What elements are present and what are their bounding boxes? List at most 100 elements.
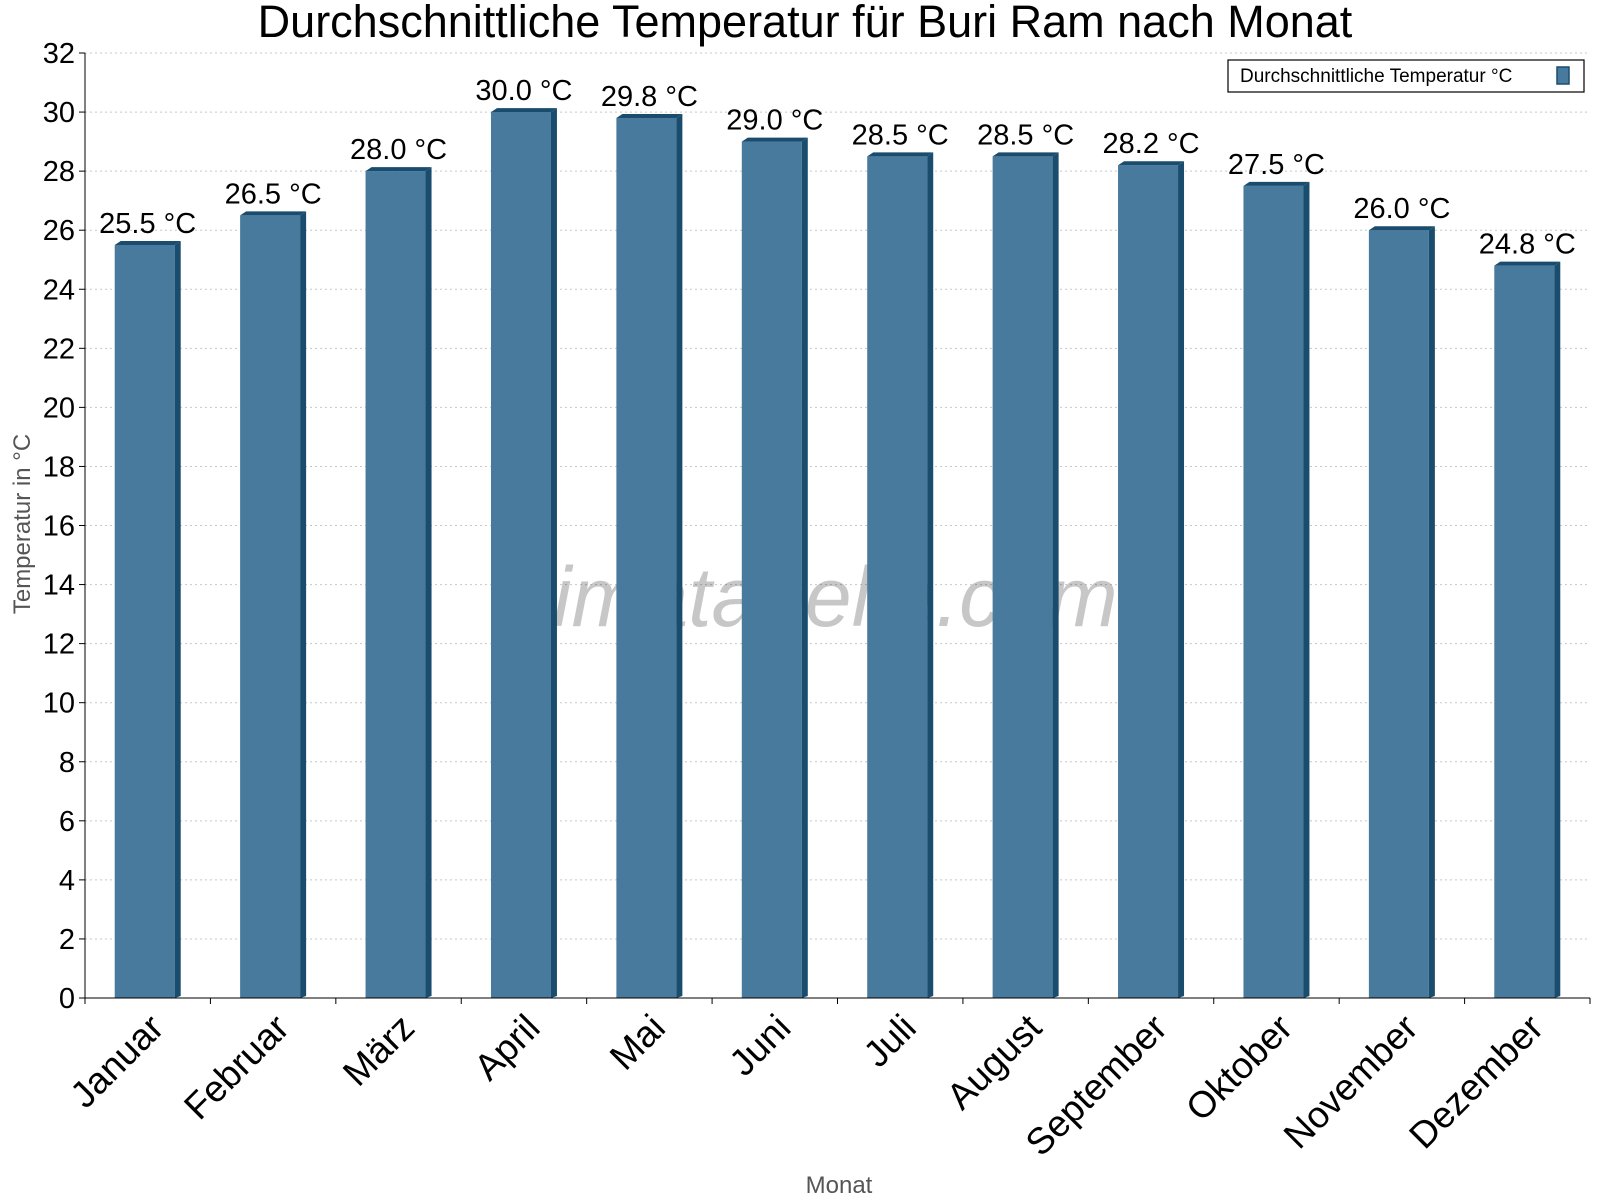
x-tick-label: Dezember bbox=[1401, 1007, 1551, 1157]
bar-face bbox=[1368, 230, 1429, 998]
data-label: 28.2 °C bbox=[1103, 128, 1200, 160]
x-tick-label: Januar bbox=[62, 1007, 171, 1116]
data-label: 25.5 °C bbox=[99, 208, 196, 240]
y-tick-label: 20 bbox=[43, 392, 75, 424]
y-tick-label: 26 bbox=[43, 215, 75, 247]
y-tick-label: 16 bbox=[43, 511, 75, 543]
data-label: 27.5 °C bbox=[1228, 149, 1325, 181]
data-label: 28.5 °C bbox=[977, 119, 1074, 151]
bar-top bbox=[1494, 261, 1561, 266]
data-label: 26.5 °C bbox=[225, 178, 322, 210]
x-tick-label: Februar bbox=[176, 1007, 297, 1128]
y-tick-label: 6 bbox=[59, 806, 75, 838]
bar-side bbox=[1428, 226, 1435, 998]
x-tick-label: März bbox=[335, 1007, 422, 1094]
x-tick-label: Oktober bbox=[1178, 1007, 1300, 1129]
bar bbox=[1118, 161, 1185, 998]
data-label: 28.0 °C bbox=[350, 134, 447, 166]
bar-face bbox=[114, 244, 175, 998]
bar-side bbox=[174, 240, 181, 998]
legend: Durchschnittliche Temperatur °C bbox=[1227, 59, 1585, 93]
y-axis-label: Temperatur in °C bbox=[9, 434, 36, 614]
bar-face bbox=[1494, 265, 1555, 998]
bar-face bbox=[240, 215, 301, 998]
data-label: 26.0 °C bbox=[1353, 193, 1450, 225]
bar-top bbox=[240, 211, 307, 216]
data-labels: 25.5 °C 26.5 °C 28.0 °C 30.0 °C 29.8 °C 29.0 … bbox=[99, 75, 1576, 261]
y-tick-label: 28 bbox=[43, 156, 75, 188]
bar-face bbox=[741, 141, 802, 998]
x-tick-label: August bbox=[939, 1006, 1050, 1117]
x-tick-label: April bbox=[466, 1007, 547, 1088]
bar bbox=[114, 240, 181, 998]
x-tick-label: Mai bbox=[602, 1007, 673, 1078]
y-tick-label: 8 bbox=[59, 747, 75, 779]
bar bbox=[1243, 181, 1310, 998]
x-tick-label: Juni bbox=[721, 1007, 798, 1084]
data-label: 29.0 °C bbox=[726, 105, 823, 137]
x-axis-label: Monat bbox=[806, 1172, 873, 1199]
bar-top bbox=[1368, 226, 1435, 231]
x-tick-label: Juli bbox=[856, 1007, 924, 1075]
bar-side bbox=[1303, 181, 1310, 998]
y-tick-label: 0 bbox=[59, 983, 75, 1015]
bar bbox=[240, 211, 307, 998]
bar-top bbox=[1118, 161, 1185, 166]
bar bbox=[1494, 261, 1561, 998]
y-tick-label: 12 bbox=[43, 629, 75, 661]
bar-side bbox=[550, 108, 557, 998]
y-tick-label: 4 bbox=[59, 865, 75, 897]
bar-top bbox=[741, 137, 808, 142]
bar-face bbox=[365, 171, 426, 998]
bar-side bbox=[927, 152, 934, 998]
y-tick-label: 30 bbox=[43, 97, 75, 129]
bar-side bbox=[801, 137, 808, 998]
bar bbox=[741, 137, 808, 998]
data-label: 28.5 °C bbox=[852, 119, 949, 151]
bar-top bbox=[1243, 181, 1310, 186]
chart-title: Durchschnittliche Temperatur für Buri Ra… bbox=[258, 0, 1353, 47]
bar-face bbox=[490, 112, 551, 998]
y-tick-label: 18 bbox=[43, 451, 75, 483]
axes bbox=[79, 52, 1591, 1004]
bar-face bbox=[1243, 185, 1304, 998]
bar-top bbox=[114, 240, 181, 245]
data-label: 30.0 °C bbox=[475, 75, 572, 107]
bar-face bbox=[616, 117, 677, 998]
y-tick-label: 32 bbox=[43, 38, 75, 70]
bar bbox=[616, 113, 683, 998]
bars bbox=[114, 108, 1561, 998]
x-tick-label: November bbox=[1276, 1007, 1426, 1157]
y-tick-label: 10 bbox=[43, 688, 75, 720]
grid-lines bbox=[85, 52, 1590, 940]
bar bbox=[365, 167, 432, 998]
x-tick-labels: Januar Februar März April Mai Juni Juli AugustS… bbox=[62, 1006, 1551, 1163]
bar-side bbox=[1554, 261, 1561, 998]
bar-top bbox=[490, 108, 557, 113]
y-tick-label: 24 bbox=[43, 274, 75, 306]
bar bbox=[867, 152, 934, 998]
y-tick-label: 2 bbox=[59, 924, 75, 956]
data-label: 24.8 °C bbox=[1479, 229, 1576, 261]
bar-face bbox=[1118, 165, 1179, 998]
bar bbox=[992, 152, 1059, 998]
bar-side bbox=[1178, 161, 1185, 998]
legend-label: Durchschnittliche Temperatur °C bbox=[1240, 66, 1512, 87]
y-tick-label: 22 bbox=[43, 333, 75, 365]
bar bbox=[490, 108, 557, 998]
bar-top bbox=[616, 113, 683, 118]
bar-side bbox=[425, 167, 432, 998]
bar-face bbox=[992, 156, 1053, 998]
bar-face bbox=[867, 156, 928, 998]
bar-top bbox=[867, 152, 934, 157]
y-tick-label: 14 bbox=[43, 570, 75, 602]
legend-box bbox=[1227, 59, 1585, 93]
data-label: 29.8 °C bbox=[601, 81, 698, 113]
bar-side bbox=[300, 211, 307, 998]
bar-top bbox=[992, 152, 1059, 157]
bar-top bbox=[365, 167, 432, 172]
bar-side bbox=[1052, 152, 1059, 998]
legend-swatch bbox=[1556, 66, 1570, 85]
